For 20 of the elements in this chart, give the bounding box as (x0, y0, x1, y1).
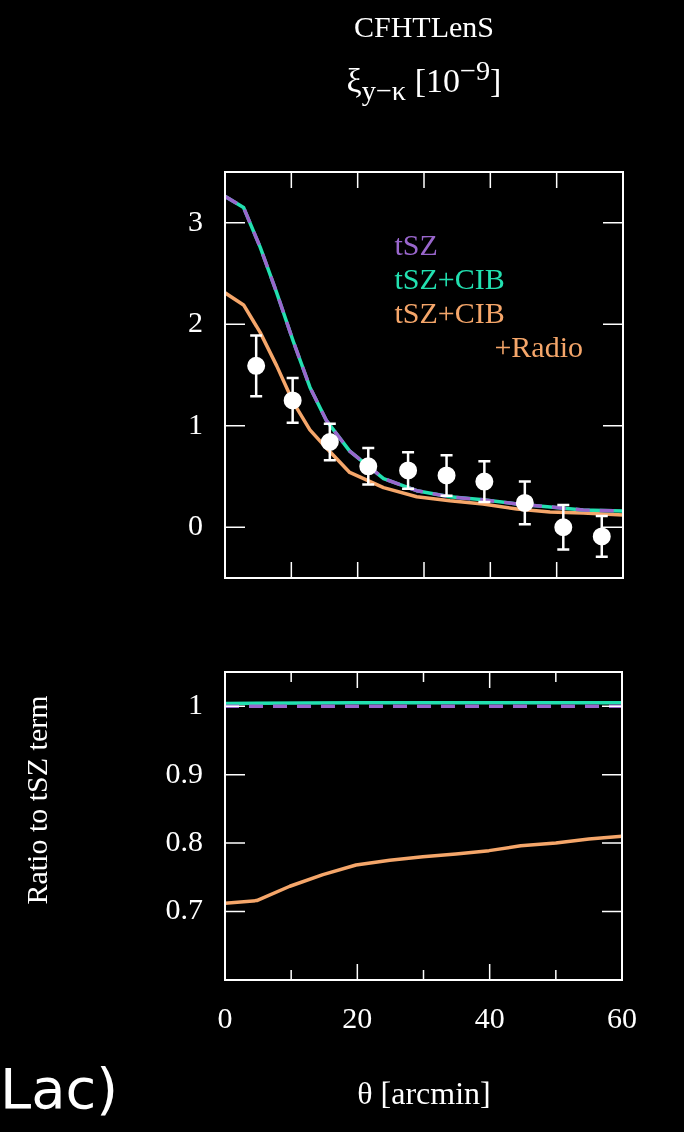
chart-title: CFHTLenS (353, 10, 495, 44)
y-tick-label: 1 (188, 406, 203, 440)
text: tSZ+CIB +Radio (394, 295, 584, 363)
y-tick-label: 2 (188, 305, 203, 339)
y-tick-label: 0 (188, 508, 203, 542)
x-tick-label: 20 (342, 1000, 373, 1034)
y-axis-title: Ratio to tSZ term (20, 694, 54, 907)
y-tick-label: 0.7 (165, 892, 203, 926)
x-axis-title: θ [arcmin] (356, 1075, 492, 1112)
text: tSZ (394, 227, 438, 261)
text: tSZ+CIB (394, 261, 505, 295)
x-tick-label: 60 (607, 1000, 637, 1034)
y-axis-title: ξ$_{y−κ}$ [10$^{−9}$] (345, 55, 503, 108)
y-tick-label: 3 (188, 203, 203, 237)
y-tick-label: 0.8 (165, 823, 203, 857)
text: Lac) (0, 1056, 119, 1121)
y-tick-label: 0.9 (165, 755, 203, 789)
x-tick-label: 0 (217, 1000, 233, 1034)
y-tick-label: 1 (188, 687, 203, 721)
x-tick-label: 40 (474, 1000, 505, 1034)
